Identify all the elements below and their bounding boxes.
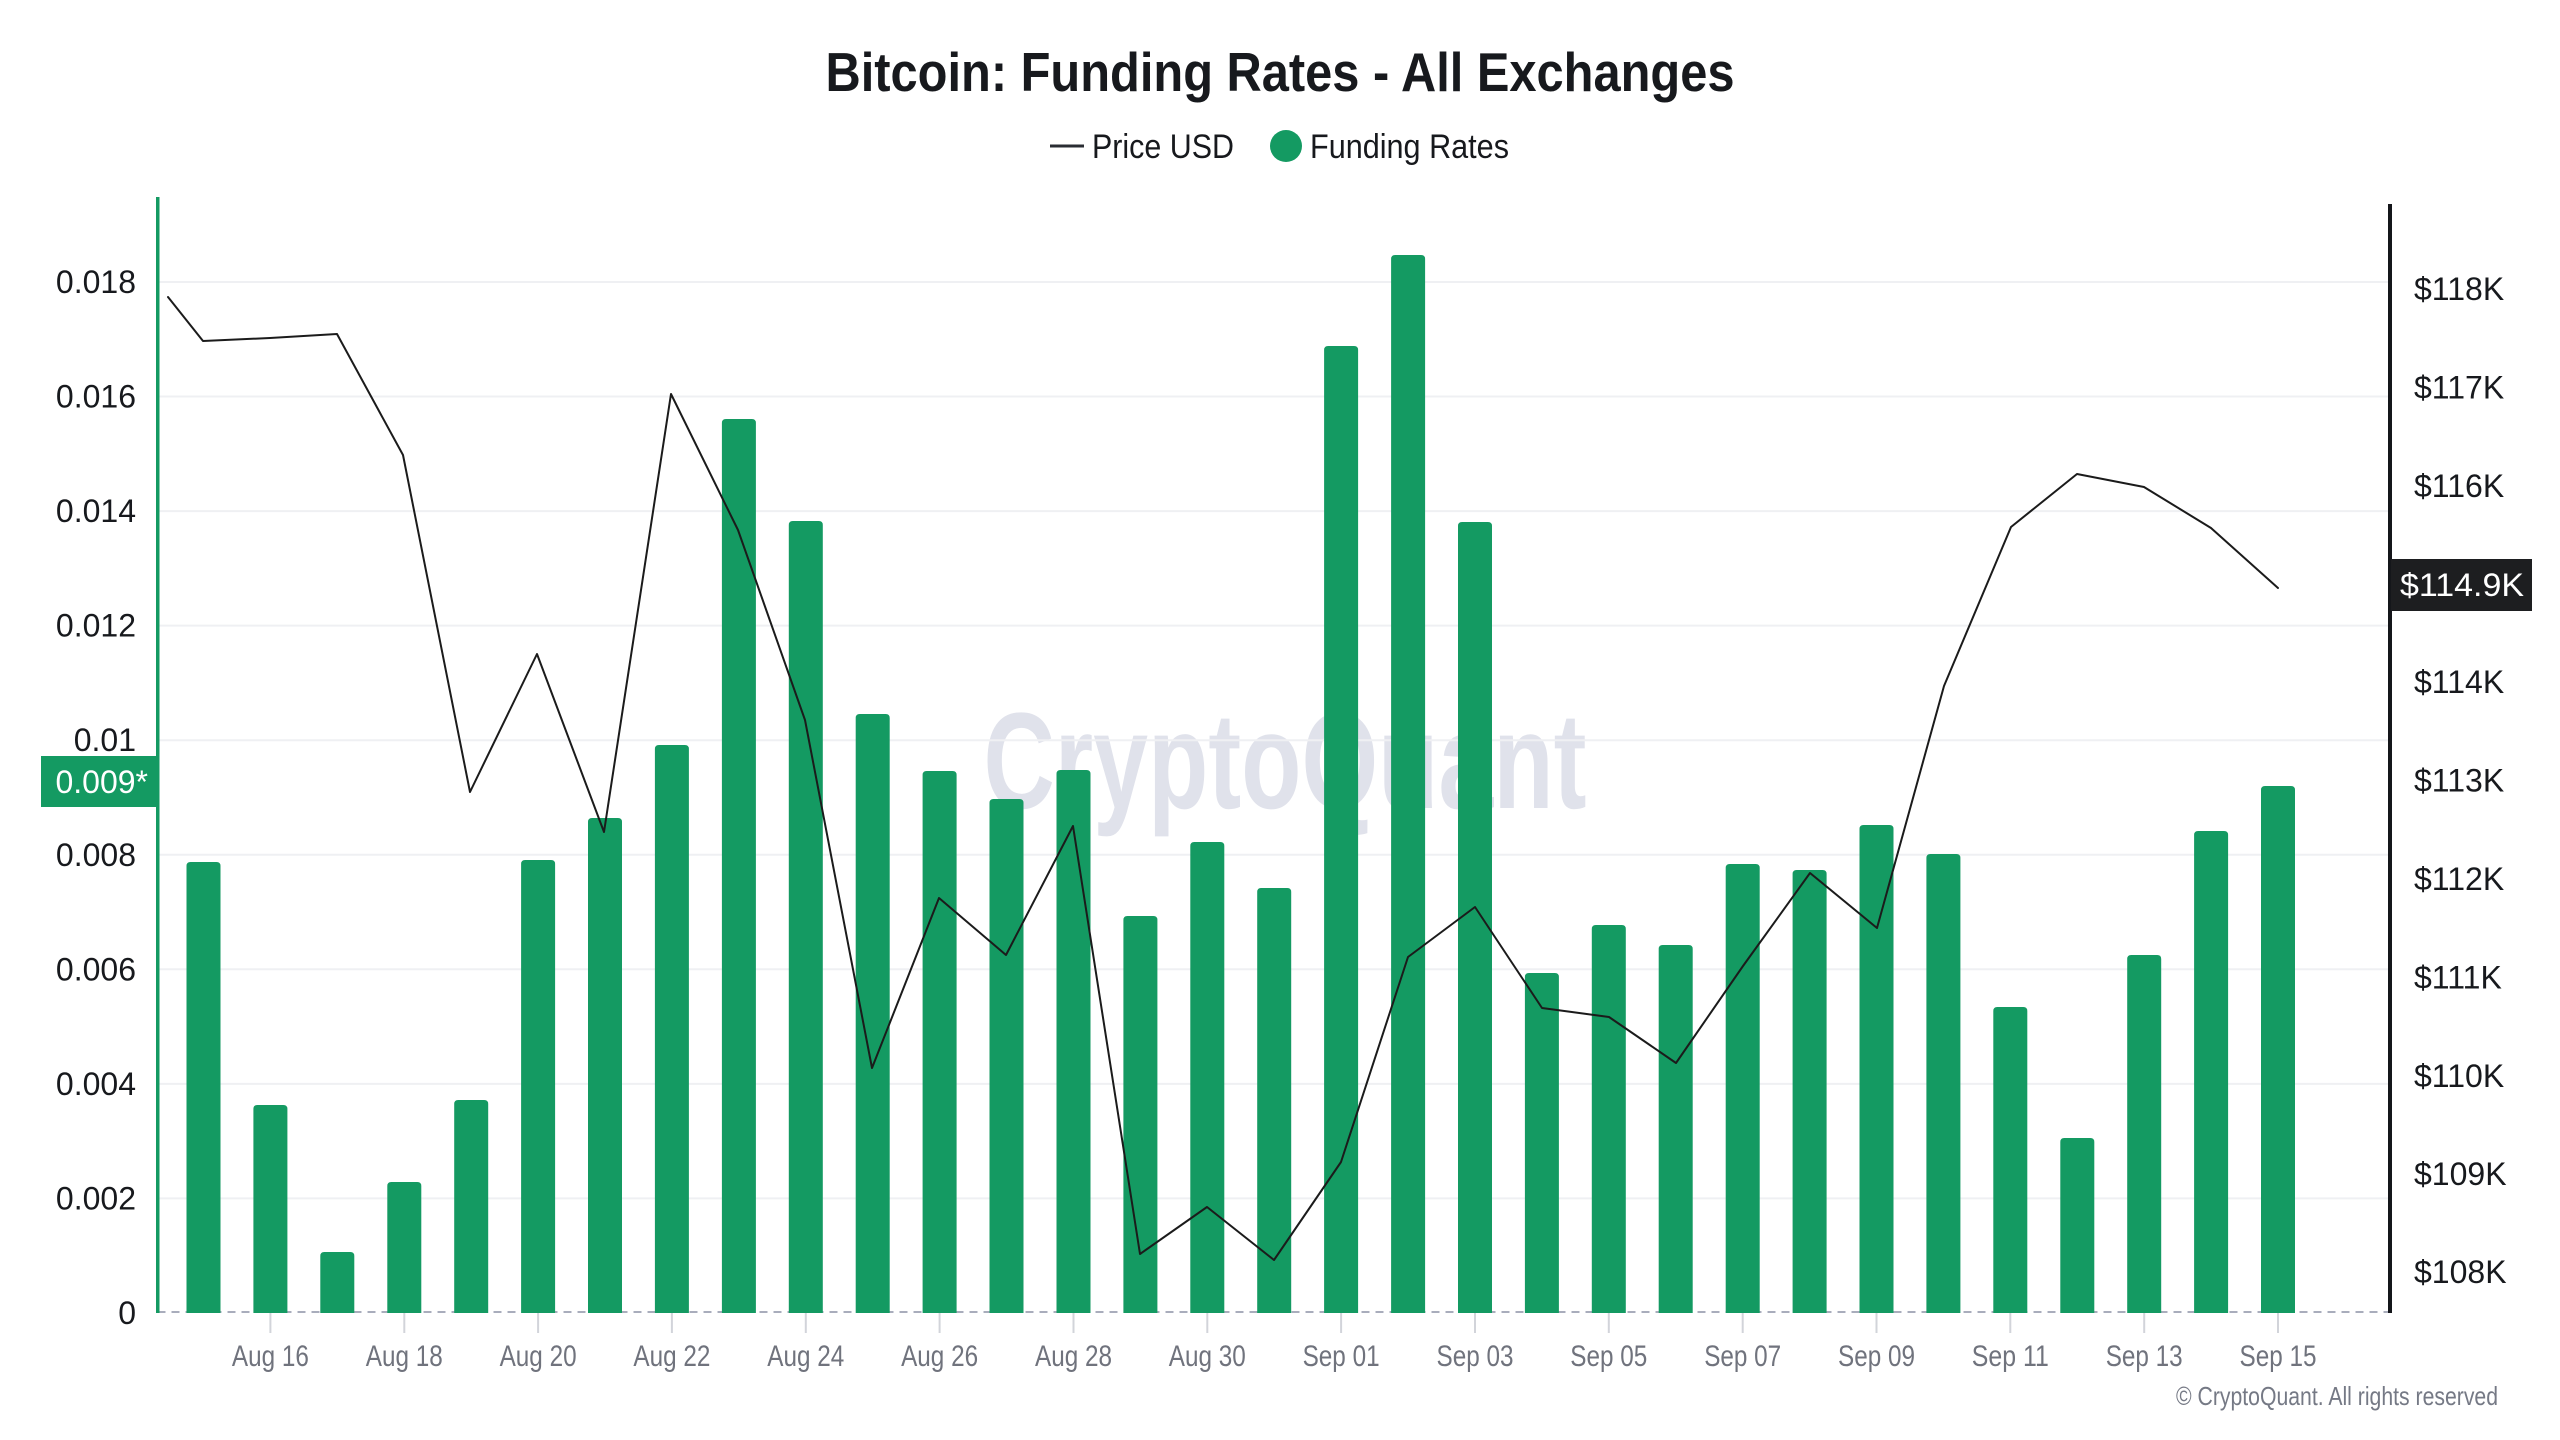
svg-text:0.002: 0.002	[56, 1180, 136, 1216]
svg-text:Bitcoin: Funding Rates - All E: Bitcoin: Funding Rates - All Exchanges	[826, 41, 1735, 103]
svg-text:$112K: $112K	[2414, 861, 2504, 897]
svg-text:0.018: 0.018	[56, 264, 136, 300]
svg-text:0.004: 0.004	[56, 1066, 136, 1102]
svg-text:$114.9K: $114.9K	[2400, 567, 2524, 603]
svg-text:$116K: $116K	[2414, 468, 2504, 504]
svg-text:0: 0	[118, 1295, 136, 1331]
svg-text:0.006: 0.006	[56, 951, 136, 987]
svg-text:Sep 13: Sep 13	[2106, 1340, 2183, 1373]
svg-text:$117K: $117K	[2414, 370, 2504, 406]
svg-text:Aug 16: Aug 16	[232, 1340, 309, 1373]
svg-text:Aug 30: Aug 30	[1169, 1340, 1246, 1373]
svg-text:$111K: $111K	[2414, 960, 2502, 996]
svg-text:0.008: 0.008	[56, 837, 136, 873]
svg-text:Aug 22: Aug 22	[633, 1340, 710, 1373]
svg-text:0.01: 0.01	[74, 722, 136, 758]
svg-text:Sep 03: Sep 03	[1437, 1340, 1514, 1373]
svg-text:$110K: $110K	[2414, 1058, 2504, 1094]
svg-text:0.012: 0.012	[56, 608, 136, 644]
svg-text:0.016: 0.016	[56, 379, 136, 415]
svg-text:Aug 24: Aug 24	[767, 1340, 844, 1373]
svg-text:$109K: $109K	[2414, 1156, 2507, 1192]
svg-text:$113K: $113K	[2414, 763, 2504, 799]
svg-text:$114K: $114K	[2414, 664, 2504, 700]
svg-text:Aug 18: Aug 18	[366, 1340, 443, 1373]
svg-text:Price USD: Price USD	[1092, 128, 1234, 166]
svg-text:$118K: $118K	[2414, 271, 2504, 307]
svg-text:0.009*: 0.009*	[55, 764, 148, 800]
svg-text:$108K: $108K	[2414, 1254, 2507, 1290]
svg-text:0.014: 0.014	[56, 493, 136, 529]
svg-text:© CryptoQuant. All rights rese: © CryptoQuant. All rights reserved	[2176, 1381, 2498, 1411]
svg-text:Funding Rates: Funding Rates	[1310, 128, 1509, 166]
svg-text:Sep 15: Sep 15	[2240, 1340, 2317, 1373]
svg-text:Aug 26: Aug 26	[901, 1340, 978, 1373]
svg-text:Sep 01: Sep 01	[1303, 1340, 1380, 1373]
svg-text:Sep 07: Sep 07	[1704, 1340, 1781, 1373]
svg-text:Sep 11: Sep 11	[1972, 1340, 2049, 1373]
svg-text:Sep 09: Sep 09	[1838, 1340, 1915, 1373]
svg-text:Sep 05: Sep 05	[1570, 1340, 1647, 1373]
svg-text:Aug 20: Aug 20	[500, 1340, 577, 1373]
svg-text:Aug 28: Aug 28	[1035, 1340, 1112, 1373]
